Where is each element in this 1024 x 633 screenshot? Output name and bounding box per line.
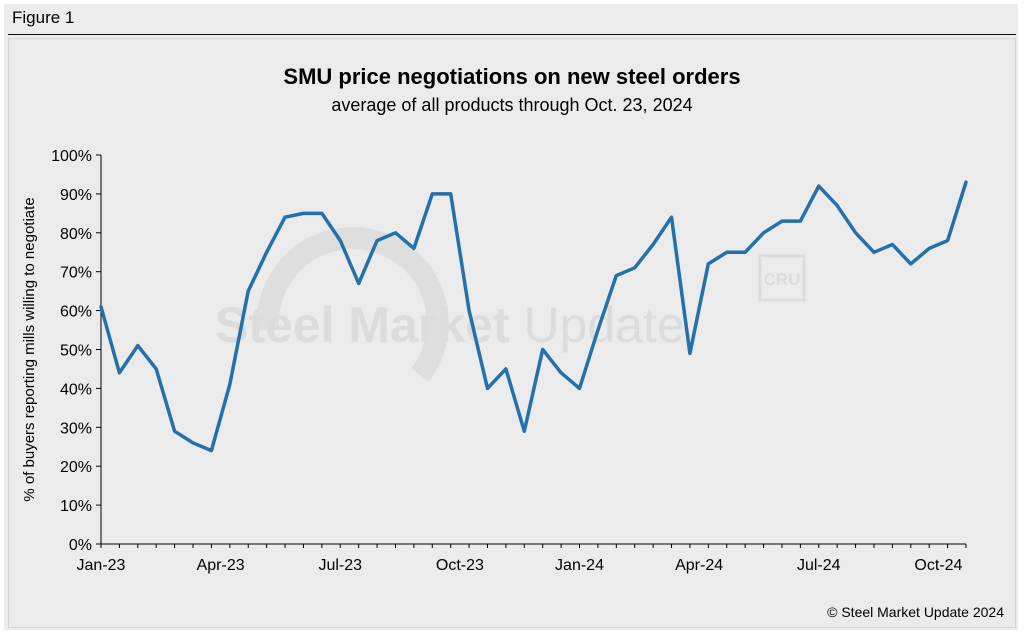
y-tick-label: 70%	[60, 265, 92, 282]
y-tick-label: 40%	[60, 381, 92, 398]
y-tick-label: 50%	[60, 343, 92, 360]
y-axis-ticks: 0% 10% 20% 30% 40% 50% 60% 70% 80% 90% 100%	[51, 148, 101, 554]
x-tick-label: Jul-23	[318, 557, 362, 574]
y-tick-label: 20%	[60, 459, 92, 476]
figure-label: Figure 1	[12, 8, 75, 27]
watermark-brand-light: Update	[510, 297, 685, 353]
y-tick-label: 30%	[60, 420, 92, 437]
y-tick-label: 80%	[60, 226, 92, 243]
watermark-brand: Steel Market Update	[215, 297, 685, 353]
y-tick-label: 90%	[60, 187, 92, 204]
figure-divider	[8, 34, 1016, 35]
x-tick-label: Oct-23	[436, 557, 484, 574]
y-tick-label: 0%	[69, 537, 92, 554]
x-tick-label: Jul-24	[797, 557, 841, 574]
x-tick-label: Oct-24	[914, 557, 962, 574]
x-tick-label: Apr-23	[197, 557, 245, 574]
watermark-badge-box	[758, 254, 806, 302]
x-axis-ticks: Jan-23 Apr-23 Jul-23 Oct-23 Jan-24 Apr-24 Jul-…	[77, 544, 967, 574]
watermark-badge: CRU	[764, 270, 801, 289]
watermark-brand-bold: Steel Market	[215, 297, 510, 353]
x-tick-label: Jan-24	[555, 557, 604, 574]
chart-panel	[8, 38, 1016, 628]
series-line-negotiating	[99, 180, 968, 453]
y-tick-label: 60%	[60, 304, 92, 321]
chart-title: SMU price negotiations on new steel orde…	[283, 64, 741, 89]
copyright-notice: © Steel Market Update 2024	[827, 604, 1004, 620]
y-tick-label: 10%	[60, 498, 92, 515]
chart-subtitle: average of all products through Oct. 23,…	[331, 95, 693, 115]
y-tick-label: 100%	[51, 148, 92, 165]
x-tick-label: Apr-24	[675, 557, 723, 574]
x-tick-label: Jan-23	[77, 557, 126, 574]
y-axis-label: % of buyers reporting mills willing to n…	[21, 197, 38, 501]
